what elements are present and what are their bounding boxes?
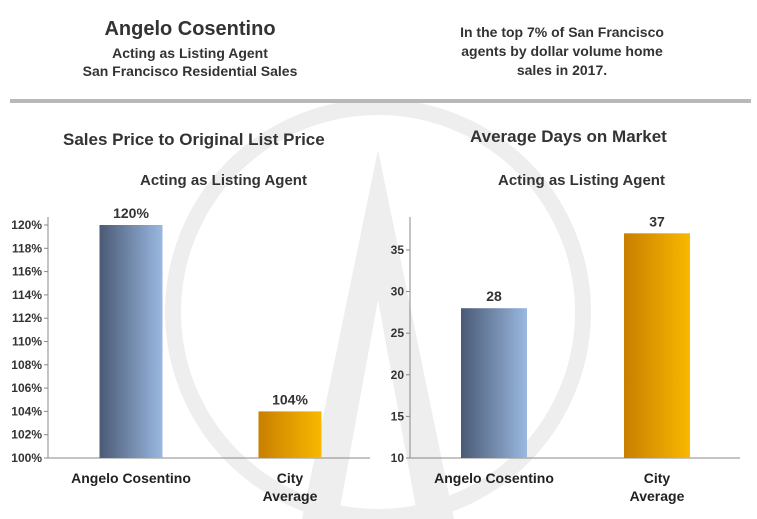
y-tick-label: 25 [391,326,405,340]
y-tick-label: 30 [391,285,405,299]
ranking-line: In the top 7% of San Francisco [460,24,664,40]
y-tick-label: 118% [12,241,42,255]
x-category-label: Average [630,488,685,504]
data-label: 37 [649,213,665,229]
ranking-line: agents by dollar volume home [461,43,663,59]
y-tick-label: 112% [12,311,42,325]
bar-city-average [624,233,690,458]
ranking-statement: In the top 7% of San Francisco agents by… [412,23,712,80]
y-tick-label: 10 [391,451,405,465]
chart-subtitle-sales-price: Acting as Listing Agent [140,172,307,189]
chart-subtitle-days-on-market: Acting as Listing Agent [498,172,665,189]
chart-title-days-on-market: Average Days on Market [470,127,667,146]
data-label: 104% [272,391,308,407]
y-tick-label: 116% [12,265,42,279]
y-tick-label: 20 [391,368,405,382]
bar-city-average [258,411,322,458]
agent-name: Angelo Cosentino [104,18,276,40]
y-tick-label: 15 [391,409,405,423]
y-tick-label: 104% [11,404,42,418]
y-tick-label: 110% [12,335,42,349]
y-tick-label: 102% [11,428,42,442]
y-tick-label: 100% [11,451,42,465]
y-tick-label: 106% [11,381,42,395]
ranking-line: sales in 2017. [516,62,608,78]
bar-agent [99,225,163,458]
x-category-label: Angelo Cosentino [71,470,191,486]
agent-header: Angelo Cosentino Acting as Listing Agent… [40,18,340,80]
agent-market: San Francisco Residential Sales [82,63,298,79]
y-tick-label: 114% [12,288,42,302]
bar-agent [461,308,527,458]
y-tick-label: 108% [11,358,42,372]
agent-role: Acting as Listing Agent [112,45,268,61]
x-category-label: Average [263,488,318,504]
data-label: 28 [486,288,502,304]
data-label: 120% [113,205,149,221]
x-category-label: City [644,470,671,486]
y-tick-label: 35 [391,243,405,257]
header-divider [10,99,751,103]
chart-title-sales-price: Sales Price to Original List Price [63,130,325,149]
x-category-label: Angelo Cosentino [434,470,554,486]
y-tick-label: 120% [11,218,42,232]
x-category-label: City [277,470,304,486]
